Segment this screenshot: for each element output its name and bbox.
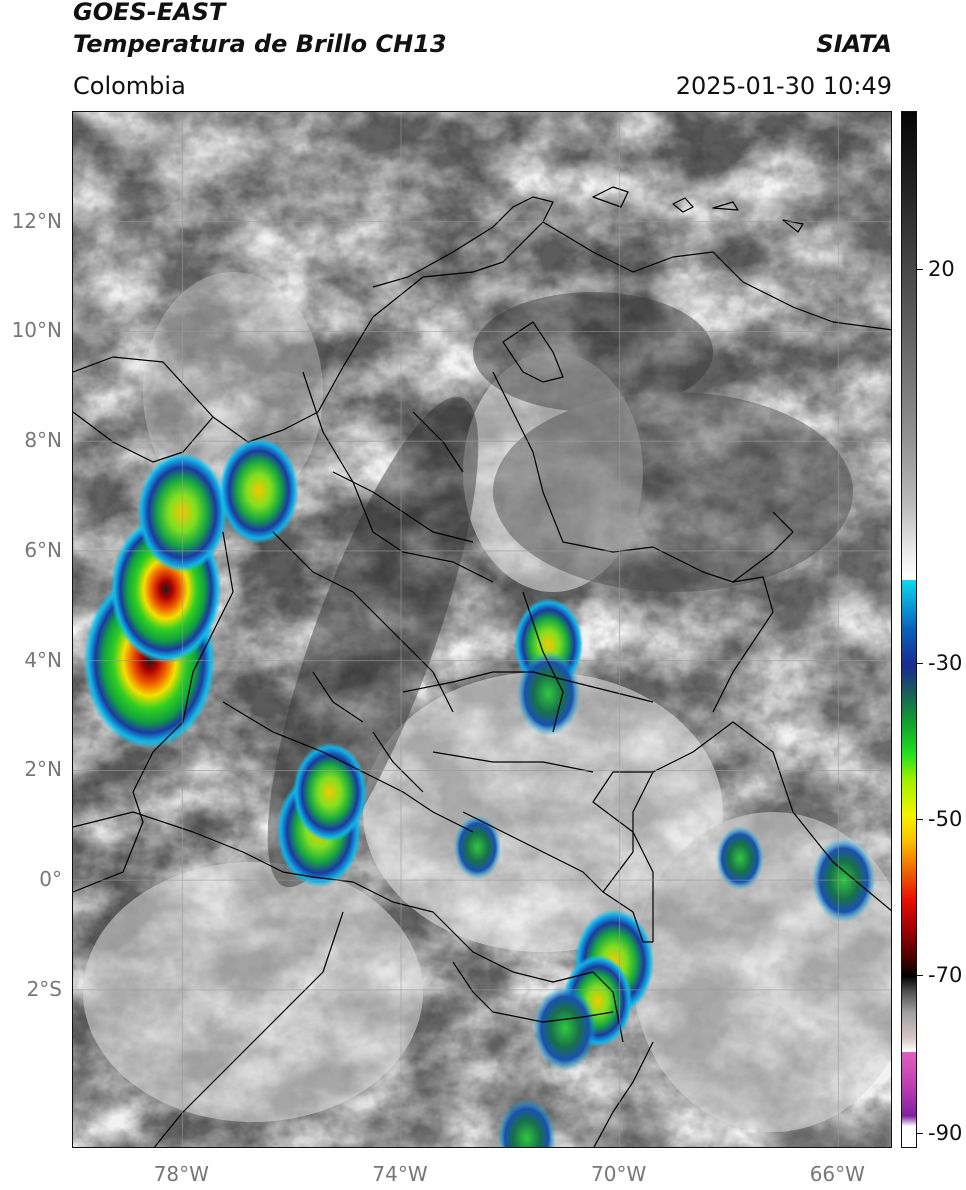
colorbar-tick xyxy=(917,269,923,271)
lat-tick-label: 12°N xyxy=(11,208,62,233)
caribbean-coastline xyxy=(73,196,554,443)
lon-tick-label: 70°W xyxy=(591,1162,647,1186)
colorbar-tick-label: 20 xyxy=(928,257,955,281)
colorbar-tick xyxy=(917,1133,923,1135)
storm-cell xyxy=(533,985,597,1071)
timestamp: 2025-01-30 10:49 xyxy=(675,72,892,100)
dept-boundary-5 xyxy=(402,671,654,703)
dept-boundary-10 xyxy=(412,411,464,473)
dept-boundary-1 xyxy=(302,371,494,583)
pacific-coast xyxy=(73,531,234,893)
title-line1: GOES-EAST xyxy=(73,0,226,26)
dept-boundary-6 xyxy=(432,751,594,773)
lat-tick-label: 10°N xyxy=(11,318,62,343)
brazil-south-border xyxy=(593,1041,654,1147)
colorbar-tick xyxy=(917,819,923,821)
brazil-border xyxy=(592,721,891,942)
panama-isthmus xyxy=(73,411,214,463)
lat-tick-label: 0° xyxy=(39,867,62,892)
colorbar-tick-label: -90 xyxy=(928,1121,963,1145)
ecuador-border xyxy=(73,811,624,1043)
venezuela-coast xyxy=(542,221,891,331)
satellite-map[interactable] xyxy=(72,111,892,1148)
colorbar-tick-label: -50 xyxy=(928,807,963,831)
storm-cell xyxy=(292,742,368,842)
dept-boundary-4 xyxy=(222,701,474,833)
dept-boundary-8 xyxy=(522,591,564,733)
lon-tick-label: 66°W xyxy=(809,1162,865,1186)
dept-boundary-3 xyxy=(332,471,474,543)
peru-coast xyxy=(153,911,344,1147)
organization-label: SIATA xyxy=(816,30,892,58)
lat-tick-label: 4°N xyxy=(24,647,62,672)
lon-tick-label: 78°W xyxy=(153,1162,209,1186)
lon-tick-label: 74°W xyxy=(372,1162,428,1186)
dept-boundary-7 xyxy=(372,731,424,793)
colorbar xyxy=(901,111,917,1148)
map-canvas xyxy=(73,112,891,1147)
island-1 xyxy=(672,197,694,213)
storm-cell xyxy=(715,826,764,891)
lat-tick-label: 2°S xyxy=(26,976,62,1001)
storm-cell xyxy=(219,437,299,544)
lat-tick-label: 2°N xyxy=(24,757,62,782)
peru-border xyxy=(452,961,614,1023)
title-line2: Temperatura de Brillo CH13 xyxy=(73,30,447,58)
lat-tick-label: 6°N xyxy=(24,537,62,562)
lat-tick-label: 8°N xyxy=(24,428,62,453)
maracaibo-lake xyxy=(502,321,564,383)
storm-cell xyxy=(453,815,502,880)
colorbar-tick-label: -70 xyxy=(928,963,963,987)
dept-boundary-2 xyxy=(272,531,454,713)
colombia-venezuela-border xyxy=(492,371,774,713)
colorbar-tick xyxy=(917,663,923,665)
gridlines xyxy=(73,112,891,1147)
colorbar-tick xyxy=(917,975,923,977)
colorbar-tick-label: -30 xyxy=(928,651,963,675)
storm-cell xyxy=(497,1099,556,1147)
orinoco-border xyxy=(732,511,794,583)
dept-boundary-11 xyxy=(462,811,604,893)
island-2 xyxy=(712,201,739,211)
boundaries xyxy=(73,186,891,1147)
region-label: Colombia xyxy=(73,72,186,100)
trinidad xyxy=(592,186,629,208)
amazon-border xyxy=(602,771,654,943)
dept-boundary-9 xyxy=(312,671,364,723)
